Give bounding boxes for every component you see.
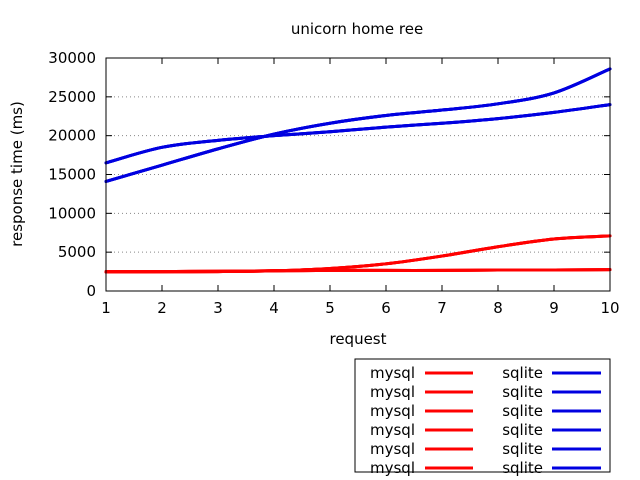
series-line-mysql <box>104 234 612 274</box>
series-line-sqlite <box>104 67 612 183</box>
y-tick-label: 0 <box>86 282 96 300</box>
x-axis-label: request <box>329 330 386 348</box>
legend-label-mysql: mysql <box>370 440 415 458</box>
x-tick-label: 7 <box>437 299 447 317</box>
legend-label-sqlite: sqlite <box>502 383 543 401</box>
y-axis-label: response time (ms) <box>8 101 26 247</box>
x-tick-label: 4 <box>269 299 279 317</box>
legend-label-mysql: mysql <box>370 402 415 420</box>
legend-label-sqlite: sqlite <box>502 440 543 458</box>
series-line-sqlite <box>104 103 612 165</box>
legend-box <box>354 358 611 473</box>
legend-label-sqlite: sqlite <box>502 459 543 477</box>
legend: mysqlmysqlmysqlmysqlmysqlmysqlsqlitesqli… <box>354 358 611 477</box>
x-tick-label: 6 <box>381 299 391 317</box>
chart-title: unicorn home ree <box>291 20 423 38</box>
legend-entries: mysqlmysqlmysqlmysqlmysqlmysqlsqlitesqli… <box>370 364 601 477</box>
x-tick-label: 2 <box>157 299 167 317</box>
legend-label-sqlite: sqlite <box>502 364 543 382</box>
x-tick-label: 8 <box>493 299 503 317</box>
x-tick-label: 10 <box>600 299 619 317</box>
x-tick-label: 1 <box>101 299 111 317</box>
legend-label-sqlite: sqlite <box>502 402 543 420</box>
x-tick-label: 3 <box>213 299 223 317</box>
y-tick-label: 25000 <box>48 88 96 106</box>
legend-label-sqlite: sqlite <box>502 421 543 439</box>
y-tick-label: 20000 <box>48 127 96 145</box>
y-tick-label: 10000 <box>48 204 96 222</box>
series-line-sqlite <box>104 67 612 183</box>
legend-label-mysql: mysql <box>370 421 415 439</box>
legend-label-mysql: mysql <box>370 459 415 477</box>
ticks <box>105 57 611 292</box>
y-tick-labels: 0 5000 10000 15000 20000 25000 30000 <box>48 49 96 300</box>
legend-label-mysql: mysql <box>370 383 415 401</box>
x-tick-label: 9 <box>549 299 559 317</box>
y-tick-label: 30000 <box>48 49 96 67</box>
x-tick-labels: 1 2 3 4 5 6 7 8 9 10 <box>101 299 619 317</box>
x-tick-label: 5 <box>325 299 335 317</box>
legend-label-mysql: mysql <box>370 364 415 382</box>
y-tick-label: 5000 <box>58 243 96 261</box>
y-tick-label: 15000 <box>48 166 96 184</box>
series-lines <box>104 67 612 274</box>
grid <box>106 96 610 253</box>
series-line-sqlite <box>104 67 612 183</box>
